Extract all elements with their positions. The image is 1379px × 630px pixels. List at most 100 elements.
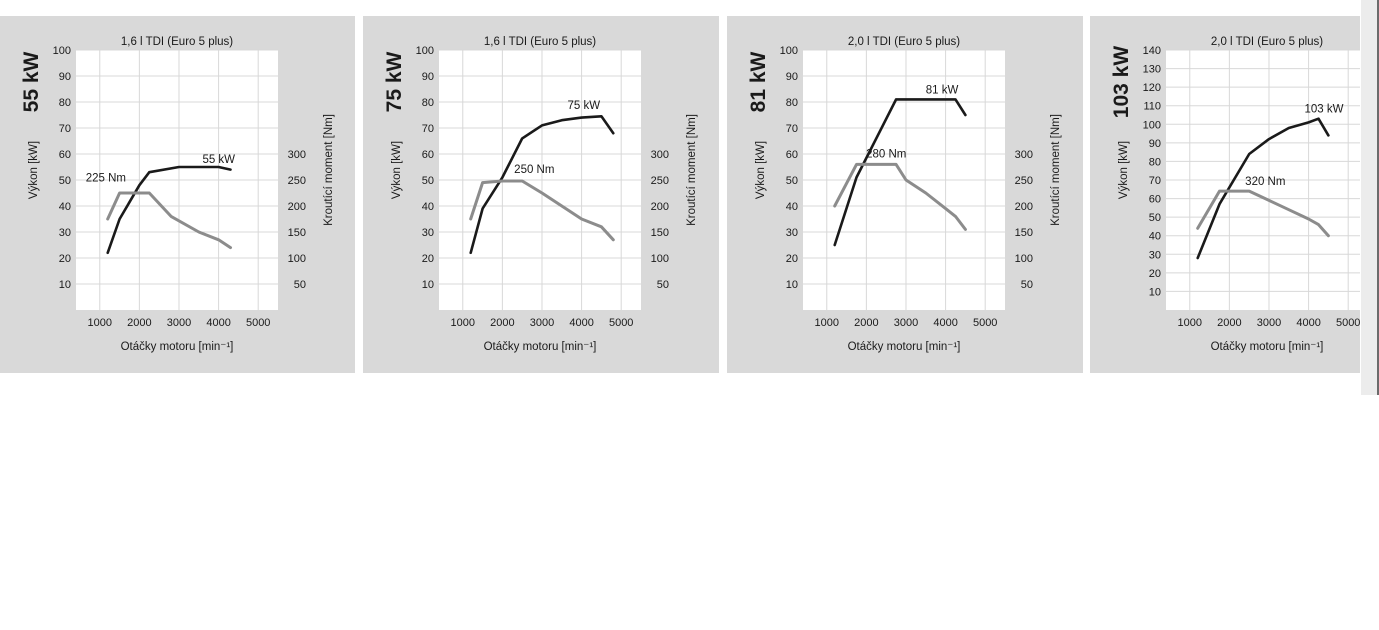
chart-title: 2,0 l TDI (Euro 5 plus) — [848, 36, 960, 48]
y2-tick-label: 250 — [651, 175, 669, 187]
y-tick-label: 60 — [59, 149, 71, 161]
engine-power-label: 103 kW — [1110, 46, 1133, 119]
torque-series-line — [1196, 189, 1330, 238]
y-tick-label: 40 — [59, 201, 71, 213]
y2-axis-label: Kroutící moment [Nm] — [1050, 114, 1062, 226]
chart-panel-75kw: 10 20 30 40 50 60 70 80 90 100 1000 2000 3000 4000 500… — [363, 16, 719, 373]
y-axis-label: Výkon [kW] — [1118, 141, 1130, 199]
x-axis-label: Otáčky motoru [min⁻¹] — [848, 341, 961, 353]
engine-power-label: 55 kW — [20, 51, 43, 112]
power-peak-label: 81 kW — [926, 84, 959, 96]
chart-title: 1,6 l TDI (Euro 5 plus) — [121, 36, 233, 48]
y-axis-label: Výkon [kW] — [391, 141, 403, 199]
chart-title: 1,6 l TDI (Euro 5 plus) — [484, 36, 596, 48]
x-tick-label: 3000 — [1257, 317, 1281, 329]
x-tick-label: 5000 — [973, 317, 997, 329]
y-tick-label: 30 — [59, 227, 71, 239]
y-tick-label: 10 — [59, 279, 71, 291]
y2-axis-label: Kroutící moment [Nm] — [686, 114, 698, 226]
x-tick-label: 2000 — [127, 317, 151, 329]
power-series-line — [1196, 117, 1330, 260]
y-tick-label: 90 — [786, 71, 798, 83]
y-tick-label: 30 — [786, 227, 798, 239]
x-tick-label: 5000 — [246, 317, 270, 329]
x-axis-label: Otáčky motoru [min⁻¹] — [484, 341, 597, 353]
y-tick-label: 120 — [1143, 82, 1161, 94]
y-tick-label: 70 — [1149, 175, 1161, 187]
engine-power-label: 81 kW — [747, 51, 770, 112]
x-tick-label: 4000 — [1296, 317, 1320, 329]
y-tick-label: 80 — [786, 97, 798, 109]
y-tick-label: 60 — [1149, 194, 1161, 206]
y-tick-label: 100 — [416, 45, 434, 57]
power-series-line — [106, 165, 232, 255]
x-tick-label: 3000 — [167, 317, 191, 329]
engine-power-label: 75 kW — [383, 51, 406, 112]
y-tick-label: 100 — [1143, 119, 1161, 131]
y-tick-label: 20 — [59, 253, 71, 265]
y-tick-label: 70 — [422, 123, 434, 135]
y2-tick-label: 150 — [1015, 227, 1033, 239]
y2-tick-label: 50 — [657, 279, 669, 291]
y-tick-label: 10 — [422, 279, 434, 291]
scrollbar-edge — [1377, 0, 1379, 395]
chart-panel-55kw: 10 20 30 40 50 60 70 80 90 100 1000 2000 3000 4000 500… — [0, 16, 355, 373]
torque-peak-label: 320 Nm — [1245, 176, 1285, 188]
vertical-scrollbar[interactable] — [1361, 0, 1378, 395]
y2-tick-label: 200 — [288, 201, 306, 213]
chart-title: 2,0 l TDI (Euro 5 plus) — [1211, 36, 1323, 48]
x-tick-label: 1000 — [1178, 317, 1202, 329]
torque-peak-label: 225 Nm — [86, 172, 126, 184]
y2-tick-label: 200 — [651, 201, 669, 213]
y-tick-label: 10 — [1149, 286, 1161, 298]
chart-75kw: 10 20 30 40 50 60 70 80 90 100 1000 2000 3000 4000 500… — [383, 36, 698, 353]
y-tick-label: 80 — [59, 97, 71, 109]
chart-panel-103kw: 10 20 30 40 50 60 70 80 90 100 110 120 130 140 1000 200… — [1090, 16, 1360, 373]
y-tick-label: 20 — [1149, 268, 1161, 280]
y-tick-label: 90 — [422, 71, 434, 83]
x-tick-label: 2000 — [490, 317, 514, 329]
y2-tick-label: 100 — [288, 253, 306, 265]
chart-103kw: 10 20 30 40 50 60 70 80 90 100 110 120 130 140 1000 200… — [1110, 36, 1360, 353]
x-tick-label: 3000 — [894, 317, 918, 329]
x-tick-label: 3000 — [530, 317, 554, 329]
power-peak-label: 55 kW — [202, 154, 235, 166]
torque-series-line — [106, 191, 232, 250]
y-tick-label: 40 — [422, 201, 434, 213]
x-tick-label: 2000 — [1217, 317, 1241, 329]
y-tick-label: 130 — [1143, 64, 1161, 76]
y2-tick-label: 100 — [1015, 253, 1033, 265]
x-tick-label: 4000 — [206, 317, 230, 329]
x-axis-label: Otáčky motoru [min⁻¹] — [1211, 341, 1324, 353]
y2-tick-label: 300 — [651, 149, 669, 161]
y-tick-label: 50 — [786, 175, 798, 187]
power-series-line — [833, 98, 967, 247]
y-tick-label: 60 — [422, 149, 434, 161]
power-peak-label: 103 kW — [1305, 104, 1344, 116]
chart-55kw: 10 20 30 40 50 60 70 80 90 100 1000 2000 3000 4000 500… — [20, 36, 335, 353]
y2-tick-label: 50 — [294, 279, 306, 291]
chart-81kw: 10 20 30 40 50 60 70 80 90 100 1000 2000 3000 4000 500… — [747, 36, 1062, 353]
x-tick-label: 1000 — [451, 317, 475, 329]
y2-tick-label: 200 — [1015, 201, 1033, 213]
torque-series-line — [469, 179, 615, 242]
y-tick-label: 40 — [1149, 231, 1161, 243]
y2-tick-label: 250 — [288, 175, 306, 187]
y-tick-label: 50 — [422, 175, 434, 187]
power-series-line — [469, 115, 615, 255]
y-tick-label: 80 — [1149, 156, 1161, 168]
y-tick-label: 70 — [786, 123, 798, 135]
y-tick-label: 30 — [422, 227, 434, 239]
y-tick-label: 20 — [786, 253, 798, 265]
y-tick-label: 80 — [422, 97, 434, 109]
y2-tick-label: 150 — [651, 227, 669, 239]
y-tick-label: 90 — [59, 71, 71, 83]
torque-peak-label: 250 Nm — [514, 164, 554, 176]
x-axis-label: Otáčky motoru [min⁻¹] — [121, 341, 234, 353]
x-tick-label: 1000 — [815, 317, 839, 329]
y2-tick-label: 100 — [651, 253, 669, 265]
x-tick-label: 5000 — [609, 317, 633, 329]
y-axis-label: Výkon [kW] — [28, 141, 40, 199]
y-tick-label: 50 — [1149, 212, 1161, 224]
y2-tick-label: 250 — [1015, 175, 1033, 187]
